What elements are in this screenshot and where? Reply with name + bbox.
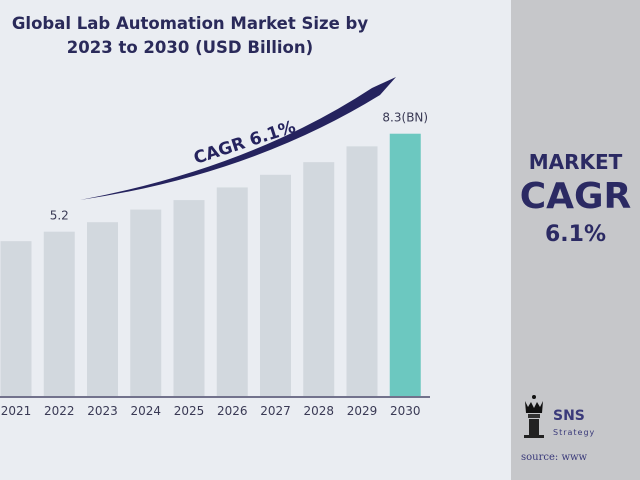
x-tick-label: 2021 <box>1 404 32 418</box>
bar-2026 <box>216 187 248 396</box>
bar-2028 <box>303 162 335 396</box>
x-tick-label: 2027 <box>260 404 291 418</box>
bar-2022 <box>43 231 75 396</box>
x-tick-label: 2030 <box>390 404 421 418</box>
data-label-2030: 8.3(BN) <box>382 111 428 125</box>
bar-chart: 2021 2022 5.2 2023 2024 2025 2026 2027 2028 2029 2… <box>0 77 430 418</box>
bar-2029 <box>346 146 378 396</box>
brand-subtitle: Strategy <box>553 428 596 437</box>
cagr-label: CAGR <box>519 176 632 217</box>
side-panel: MARKET CAGR 6.1% SNS Strategy source: ww… <box>511 0 640 480</box>
data-label-2022: 5.2 <box>50 209 69 223</box>
x-tick-label: 2029 <box>347 404 378 418</box>
bar-2027 <box>260 174 291 396</box>
bar-2021 <box>0 241 32 396</box>
brand-name: SNS <box>553 408 585 424</box>
market-label: MARKET <box>528 150 623 174</box>
bar-2024 <box>130 209 162 396</box>
bar-2025 <box>173 200 205 396</box>
bar-2023 <box>87 222 118 396</box>
x-tick-label: 2023 <box>87 404 118 418</box>
bar-2030 <box>389 133 421 396</box>
x-tick-label: 2024 <box>130 404 161 418</box>
cagr-value: 6.1% <box>544 222 606 247</box>
source-text: source: www <box>521 452 588 463</box>
x-tick-label: 2026 <box>217 404 248 418</box>
chess-rook-logo-icon <box>524 395 544 438</box>
x-tick-label: 2025 <box>174 404 205 418</box>
x-tick-label: 2028 <box>303 404 334 418</box>
chart-title: Global Lab Automation Market Size by 202… <box>11 14 369 57</box>
x-tick-label: 2022 <box>44 404 75 418</box>
